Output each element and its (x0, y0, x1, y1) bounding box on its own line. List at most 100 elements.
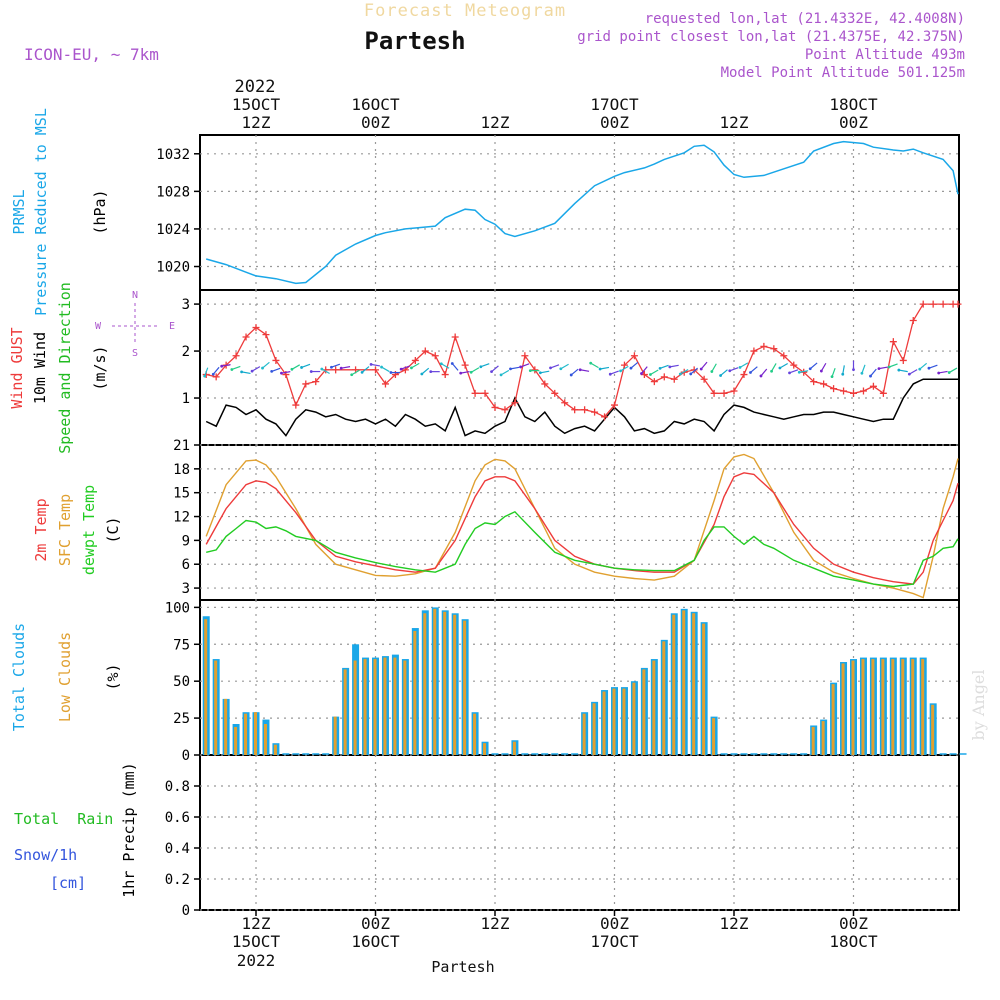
wind-direction-arrow (411, 362, 420, 369)
low-cloud-bar (254, 712, 257, 755)
point-altitude: Point Altitude 493m (805, 47, 965, 63)
wind-10m-label: 10m Wind (31, 332, 49, 404)
wind-arrow-head (459, 371, 463, 375)
top-hour-label: 00Z (361, 113, 390, 132)
gust-point (929, 300, 937, 308)
top-hour-label: 00Z (839, 113, 868, 132)
top-date-label: 15OCT (232, 95, 281, 114)
wind-arrow-head (250, 369, 254, 373)
wind-arrow-head (808, 367, 812, 371)
wind-arrow-head (230, 368, 234, 371)
top-hour-label: 12Z (720, 113, 749, 132)
y-tick-label: 0.6 (165, 810, 190, 826)
gust-point (242, 333, 250, 341)
wind-arrow-head (649, 373, 652, 376)
wind-arrow-head (350, 373, 354, 377)
low-cloud-bar (483, 743, 487, 755)
wind-arrow-head (759, 374, 763, 378)
wind-direction-arrow (241, 371, 251, 375)
wind-arrow-head (658, 366, 662, 370)
gust-point (780, 352, 788, 360)
wind-arrow-head (841, 372, 845, 376)
wind-arrow-head (490, 370, 493, 374)
wind-arrow-head (240, 370, 244, 374)
wind-speed-line (205, 378, 958, 437)
low-cloud-bar (373, 659, 377, 755)
low-cloud-bar (821, 721, 825, 755)
wind-gust-label: Wind GUST (8, 327, 26, 408)
gust-point (581, 406, 589, 414)
gust-point (939, 300, 947, 308)
wind-arrow-head (479, 365, 483, 369)
wind-panel-frame (199, 289, 960, 446)
wind-arrow-head (320, 367, 324, 371)
wind-arrow-head (598, 367, 602, 371)
wind-arrow-head (509, 367, 512, 371)
gust-point (252, 324, 260, 332)
bottom-hour-label: 12Z (242, 914, 271, 933)
gust-point (232, 352, 240, 360)
gust-point (650, 378, 658, 386)
low-cloud-bar (861, 659, 865, 755)
low-cloud-bar (413, 631, 417, 755)
wind-direction-arrow (919, 362, 928, 370)
wind-arrow-head (389, 371, 393, 374)
wind-direction-arrow (700, 361, 708, 370)
wind-arrow-head (261, 366, 264, 370)
wind-direction-arrow (630, 361, 639, 369)
wind-arrow-head (519, 365, 523, 369)
model-label: ICON-EU, ~ 7km (24, 45, 159, 64)
wind-arrow-head (678, 372, 682, 376)
low-cloud-bar (841, 663, 845, 755)
gust-point (720, 389, 728, 397)
wind-direction-arrow (909, 369, 918, 375)
temp-unit-label: (C) (104, 516, 122, 543)
gust-point (630, 352, 638, 360)
wind-direction-arrow (470, 367, 480, 373)
wind-arrow-head (450, 362, 454, 365)
gust-point (730, 387, 738, 395)
wind-direction-arrow (221, 364, 231, 367)
low-cloud-bar (463, 620, 467, 755)
wind-direction-arrow (520, 363, 530, 368)
wind-direction-arrow (641, 366, 648, 374)
y-tick-label: 50 (173, 674, 190, 690)
wind-direction-arrow (341, 366, 351, 369)
low-cloud-bar (921, 659, 925, 755)
gust-point (312, 378, 320, 386)
gust-point (909, 317, 917, 325)
y-tick-label: 21 (173, 438, 190, 454)
low-cloud-bar (473, 713, 477, 755)
wind-direction-arrow (560, 363, 569, 370)
gust-point (531, 366, 539, 374)
bottom-hour-label: 00Z (361, 914, 390, 933)
y-tick-label: 9 (182, 533, 190, 549)
pressure-plot (205, 140, 959, 285)
model-altitude: Model Point Altitude 501.125m (721, 65, 965, 81)
gust-point (501, 406, 509, 414)
wind-direction-arrow (779, 362, 788, 369)
low-cloud-bar (423, 613, 427, 755)
location-title: Partesh (364, 27, 465, 55)
low-cloud-bar (692, 613, 696, 755)
y-tick-label: 12 (173, 510, 190, 526)
dewpt-line (206, 510, 959, 588)
bottom-date-label: 18OCT (829, 932, 878, 951)
low-cloud-bar (343, 669, 347, 755)
top-hour-label: 00Z (600, 113, 629, 132)
wind-direction-arrow (729, 367, 739, 372)
wind-direction-arrow (861, 364, 866, 374)
gust-point (441, 371, 449, 379)
gust-point (859, 387, 867, 395)
wind-direction-arrow (948, 367, 958, 374)
wind-direction-arrow (400, 365, 410, 370)
y-tick-label: 2 (182, 344, 190, 360)
y-tick-label: 25 (173, 711, 190, 727)
footer-location: Partesh (431, 958, 494, 976)
wind-direction-arrow (451, 363, 459, 371)
low-cloud-bar (433, 608, 437, 755)
temperature-plot (205, 453, 959, 599)
wind-arrow-head (380, 365, 383, 369)
wind-direction-arrow (500, 369, 510, 376)
